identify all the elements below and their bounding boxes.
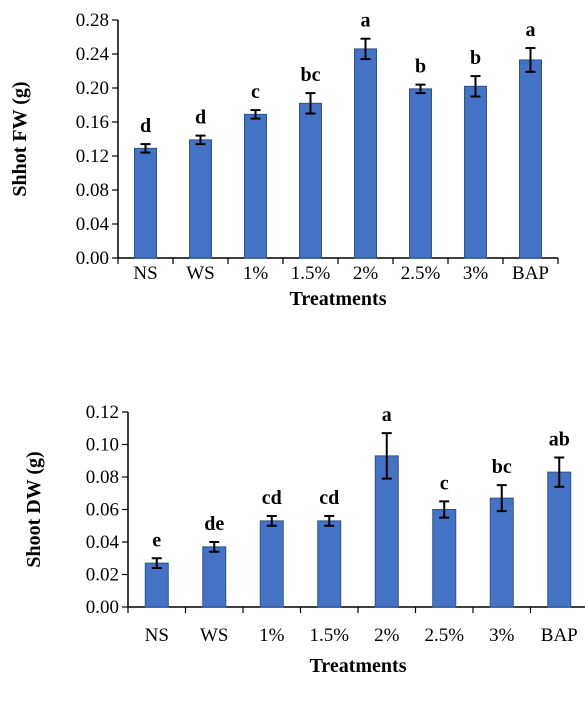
bar — [134, 147, 157, 259]
y-tick-label: 0.28 — [76, 10, 109, 31]
bar — [202, 546, 227, 608]
y-tick-label: 0.08 — [86, 467, 119, 488]
y-tick-label: 0.04 — [76, 214, 110, 235]
shoot-fw-chart: 0.00 0.04 0.08 0.12 0.16 0.20 0.24 0.28 d NS d WS c 1… — [9, 10, 559, 310]
significance-label: e — [152, 529, 161, 551]
significance-label: d — [140, 115, 151, 137]
x-tick-label: 1.5% — [309, 625, 349, 646]
significance-label: cd — [319, 487, 339, 509]
x-tick-label: 2.5% — [401, 263, 441, 284]
y-tick-label: 0.00 — [76, 248, 109, 269]
significance-label: d — [195, 107, 206, 129]
y-tick-label: 0.12 — [76, 146, 109, 167]
x-tick-label: 3% — [489, 625, 515, 646]
x-tick-label: 2% — [353, 263, 379, 284]
bar — [317, 520, 342, 608]
significance-label: b — [470, 47, 481, 69]
significance-label: cd — [262, 487, 282, 509]
significance-label: ab — [549, 429, 570, 451]
significance-label: a — [382, 404, 392, 426]
y-tick-label: 0.12 — [86, 402, 119, 423]
y-tick-label: 0.08 — [76, 180, 109, 201]
x-tick-label: 3% — [463, 263, 489, 284]
x-axis-title: Treatments — [289, 288, 386, 310]
y-tick-label: 0.10 — [86, 435, 119, 456]
x-tick-label: WS — [186, 263, 215, 284]
significance-label: bc — [301, 64, 321, 86]
y-tick-label: 0.04 — [86, 532, 120, 553]
x-tick-label: NS — [133, 263, 157, 284]
bar — [354, 48, 377, 259]
bar — [259, 520, 284, 608]
significance-label: de — [204, 513, 224, 535]
x-tick-label: 1% — [259, 625, 285, 646]
x-tick-label: BAP — [541, 625, 578, 646]
bar — [299, 102, 322, 259]
x-tick-label: 1% — [243, 263, 269, 284]
x-tick-label: NS — [145, 625, 169, 646]
significance-label: a — [361, 10, 371, 32]
y-tick-label: 0.02 — [86, 565, 119, 586]
bar — [519, 59, 542, 259]
y-tick-label: 0.06 — [86, 500, 119, 521]
x-tick-label: WS — [200, 625, 229, 646]
y-axis-title: Shoot DW (g) — [23, 451, 45, 567]
bar — [244, 113, 267, 259]
significance-label: a — [526, 19, 536, 41]
bar — [547, 471, 572, 608]
bar — [409, 88, 432, 259]
bar — [432, 509, 457, 608]
x-tick-label: 2.5% — [424, 625, 464, 646]
y-tick-label: 0.16 — [76, 112, 109, 133]
bar — [144, 562, 169, 608]
x-axis-title: Treatments — [309, 655, 406, 677]
significance-label: c — [251, 81, 260, 103]
bar — [489, 497, 514, 608]
significance-label: bc — [492, 456, 512, 478]
y-tick-label: 0.24 — [76, 44, 110, 65]
y-axis-title: Shhot FW (g) — [9, 81, 31, 196]
x-tick-label: BAP — [512, 263, 549, 284]
significance-label: c — [440, 472, 449, 494]
y-tick-label: 0.00 — [86, 597, 119, 618]
bar — [464, 85, 487, 259]
y-tick-label: 0.20 — [76, 78, 109, 99]
bar — [189, 139, 212, 259]
x-tick-label: 2% — [374, 625, 400, 646]
significance-label: b — [415, 56, 426, 78]
x-tick-label: 1.5% — [291, 263, 331, 284]
shoot-dw-chart: 0.00 0.02 0.04 0.06 0.08 0.10 0.12 e NS de WS cd 1% c… — [23, 402, 585, 677]
